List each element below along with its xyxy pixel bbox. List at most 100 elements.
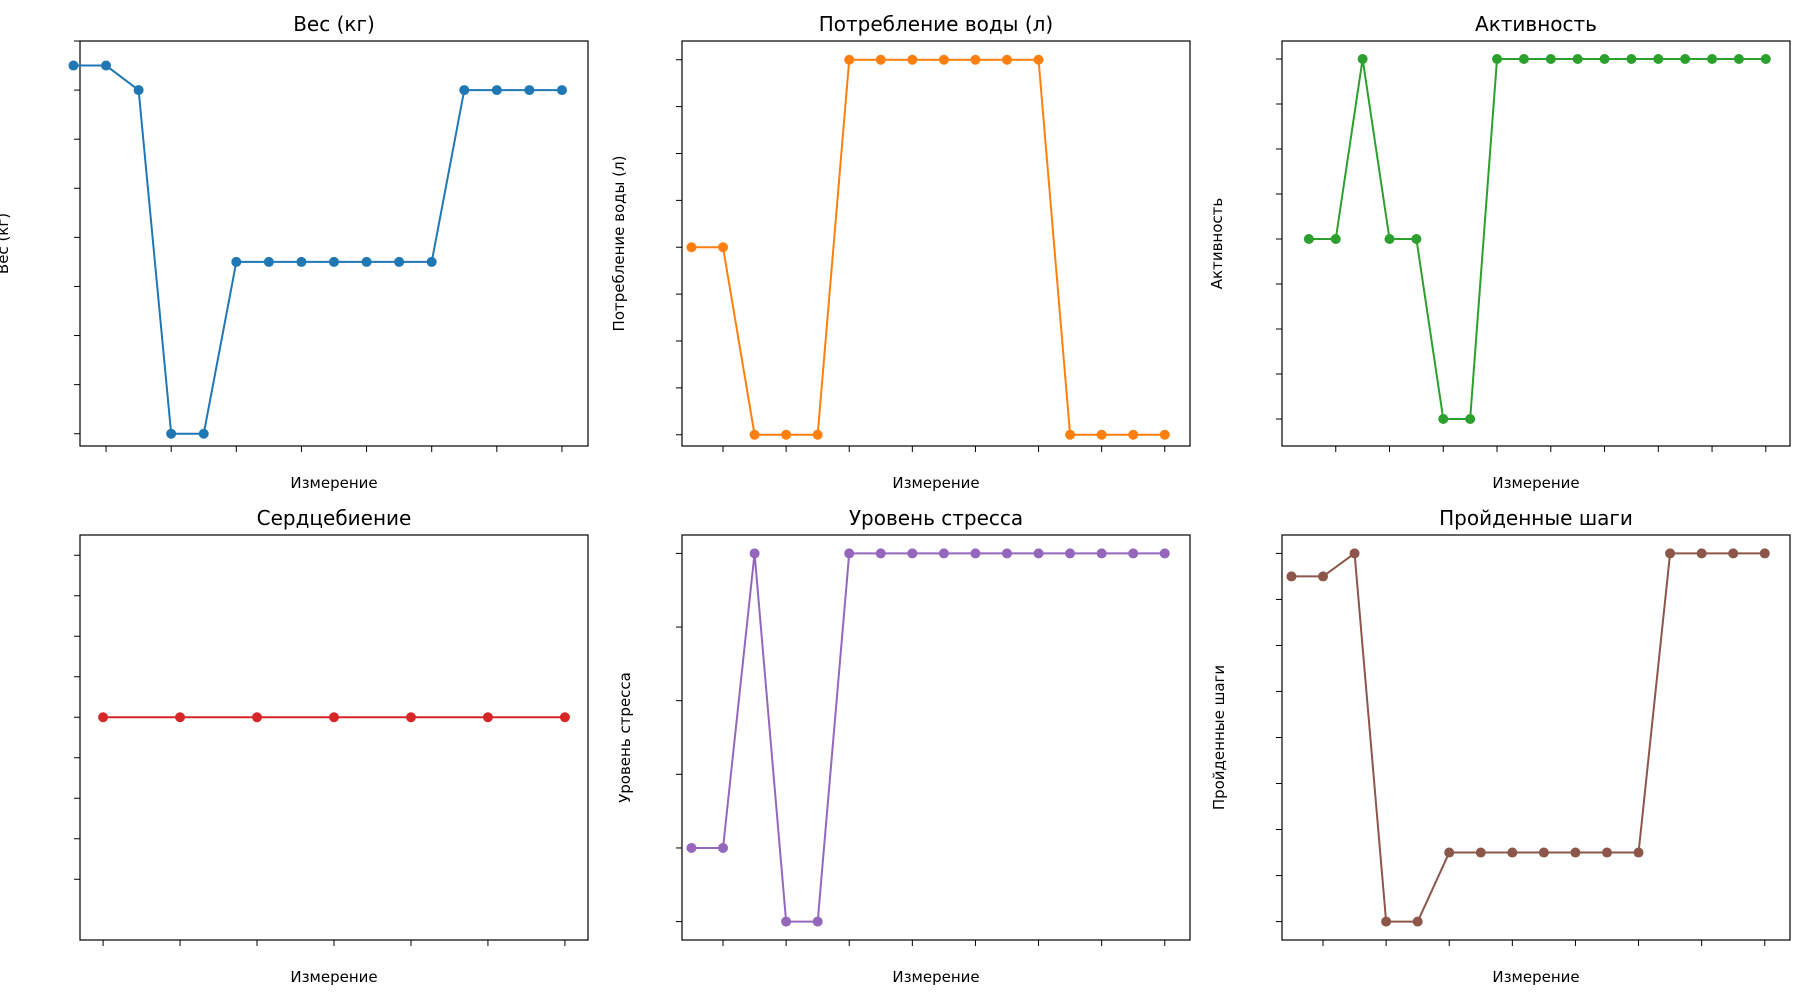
- data-point: [749, 548, 760, 559]
- x-axis-label: Измерение: [1492, 474, 1579, 492]
- x-axis-label: Измерение: [290, 968, 377, 986]
- data-point: [1626, 54, 1637, 64]
- chart-panel-6: Пройденные шаги Измерение Пройденные шаги: [1210, 506, 1791, 986]
- data-point: [1572, 54, 1583, 64]
- chart-title: Потребление воды (л): [819, 12, 1053, 36]
- data-point: [296, 256, 307, 267]
- data-point: [1357, 54, 1368, 64]
- data-point: [68, 60, 79, 71]
- y-axis-label: Активность: [1208, 198, 1226, 289]
- data-point: [1096, 429, 1107, 440]
- series-line: [1291, 551, 1765, 923]
- data-point: [556, 85, 567, 96]
- data-point: [1128, 429, 1139, 440]
- data-point: [718, 842, 729, 853]
- data-point: [1411, 234, 1422, 244]
- data-point: [361, 256, 372, 267]
- data-point: [875, 54, 886, 65]
- data-point: [231, 256, 242, 267]
- data-point: [329, 712, 339, 723]
- data-point: [252, 712, 263, 723]
- data-point: [938, 548, 949, 559]
- series-line: [691, 552, 1165, 923]
- data-point: [718, 242, 729, 253]
- data-point: [133, 85, 144, 96]
- data-point: [1159, 429, 1170, 440]
- data-point: [844, 548, 855, 559]
- data-point: [1001, 548, 1012, 559]
- y-axis-label: Пройденные шаги: [1210, 665, 1228, 810]
- y-axis-label: Уровень стресса: [616, 672, 634, 803]
- data-point: [1728, 548, 1739, 559]
- data-point: [482, 712, 493, 723]
- data-point: [1492, 54, 1503, 64]
- chart-title: Вес (кг): [293, 12, 375, 36]
- data-point: [1707, 54, 1718, 64]
- chart-panel-3: Активность Измерение Активность: [1208, 12, 1791, 492]
- data-point: [1438, 414, 1449, 424]
- data-point: [1653, 54, 1664, 64]
- data-point: [1384, 234, 1395, 244]
- data-point: [812, 429, 823, 440]
- data-point: [1444, 847, 1455, 858]
- data-point: [1570, 847, 1581, 858]
- chart-title: Уровень стресса: [849, 506, 1023, 530]
- data-point: [938, 54, 949, 65]
- data-point: [1033, 54, 1044, 65]
- data-point: [491, 85, 502, 96]
- plot-area: [79, 534, 589, 941]
- data-point: [98, 712, 109, 723]
- chart-title: Сердцебиение: [257, 506, 412, 530]
- data-point: [1696, 548, 1707, 559]
- data-point: [1303, 234, 1314, 244]
- data-point: [1330, 234, 1341, 244]
- data-point: [1065, 429, 1076, 440]
- x-axis-label: Измерение: [892, 474, 979, 492]
- data-point: [781, 916, 792, 927]
- data-point: [559, 712, 570, 723]
- chart-title: Активность: [1475, 12, 1597, 36]
- data-point: [524, 85, 535, 96]
- data-point: [459, 85, 470, 96]
- data-point: [1665, 548, 1676, 559]
- series-line: [1308, 58, 1766, 420]
- data-point: [1159, 548, 1170, 559]
- data-point: [166, 428, 177, 439]
- y-axis-label: Вес (кг): [0, 213, 12, 274]
- data-point: [749, 429, 760, 440]
- plot-area: [79, 40, 589, 447]
- data-point: [1465, 414, 1476, 424]
- chart-panel-2: Потребление воды (л) Измерение Потребление…: [610, 12, 1191, 492]
- data-point: [1601, 847, 1612, 858]
- data-point: [1538, 847, 1549, 858]
- x-axis-label: Измерение: [290, 474, 377, 492]
- data-point: [1286, 571, 1297, 582]
- chart-title: Пройденные шаги: [1439, 506, 1633, 530]
- series-line: [691, 58, 1165, 436]
- y-axis-label: Потребление воды (л): [610, 156, 628, 332]
- data-point: [426, 256, 437, 267]
- data-point: [1065, 548, 1076, 559]
- data-point: [1733, 54, 1744, 64]
- x-axis-label: Измерение: [892, 968, 979, 986]
- data-point: [812, 916, 823, 927]
- plot-area: [1281, 40, 1791, 447]
- data-point: [686, 842, 697, 853]
- data-point: [405, 712, 416, 723]
- data-point: [1128, 548, 1139, 559]
- x-axis-label: Измерение: [1492, 968, 1579, 986]
- data-point: [101, 60, 112, 71]
- data-point: [1545, 54, 1556, 64]
- data-point: [875, 548, 886, 559]
- chart-panel-4: СердцебиениеИзмерениеСердцебиение: [74, 506, 589, 986]
- data-point: [1001, 54, 1012, 65]
- data-point: [329, 256, 339, 267]
- plot-area: [681, 40, 1191, 447]
- chart-panel-5: Уровень стресса Измерение Уровень стресса: [616, 506, 1191, 986]
- plot-area: [681, 534, 1191, 941]
- data-point: [970, 548, 981, 559]
- data-point: [1096, 548, 1107, 559]
- data-point: [844, 54, 855, 65]
